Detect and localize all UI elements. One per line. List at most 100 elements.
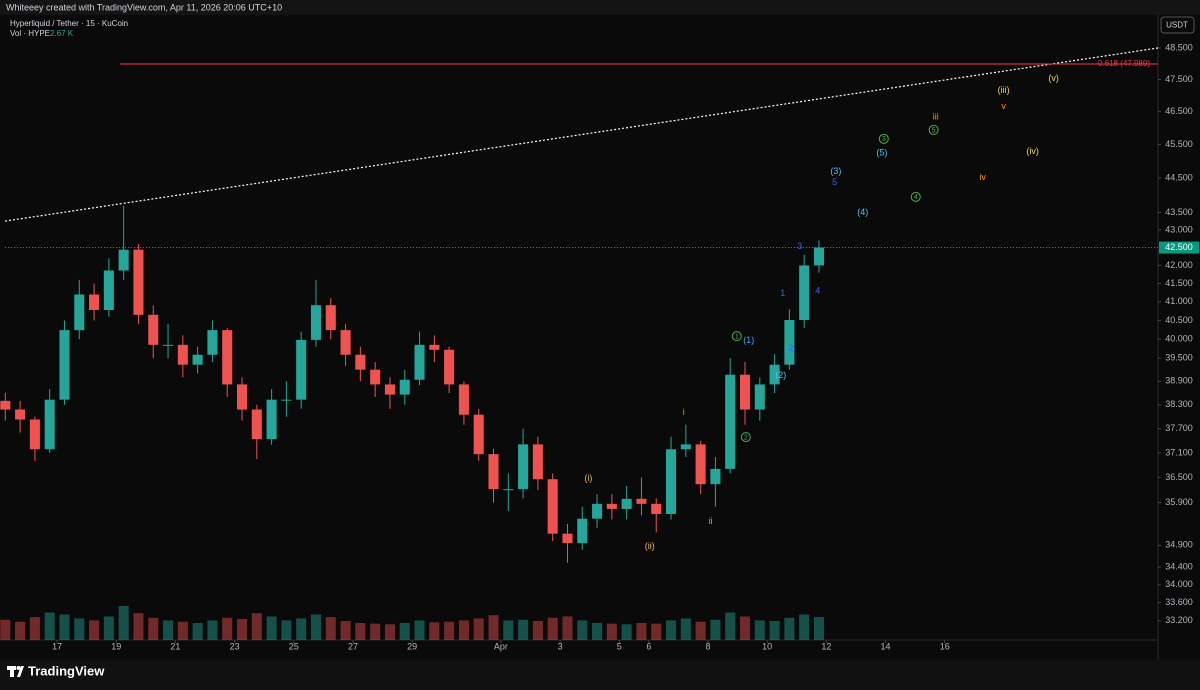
volume-bar bbox=[458, 620, 469, 640]
volume-bar bbox=[651, 623, 662, 640]
candle-body bbox=[503, 489, 514, 491]
candle-body bbox=[296, 339, 307, 400]
fib-label: 0.618 (47.989) bbox=[1098, 59, 1150, 68]
wave-label: (iii) bbox=[998, 85, 1010, 95]
wave-label: 5 bbox=[932, 127, 936, 134]
logo-part bbox=[17, 666, 24, 677]
y-tick-label: 35.900 bbox=[1165, 497, 1193, 507]
volume-bar bbox=[784, 617, 795, 640]
volume-bar bbox=[562, 616, 573, 640]
y-tick-label: 37.100 bbox=[1165, 447, 1193, 457]
candle-body bbox=[177, 344, 188, 365]
candle-body bbox=[266, 399, 277, 440]
candle-body bbox=[429, 344, 440, 350]
wave-label: 1 bbox=[735, 333, 739, 340]
y-tick-label: 42.000 bbox=[1165, 260, 1193, 270]
y-tick-label: 37.700 bbox=[1165, 423, 1193, 433]
x-tick-label: 6 bbox=[646, 641, 651, 651]
candle-body bbox=[74, 294, 85, 331]
candle-body bbox=[192, 354, 203, 365]
volume-bar bbox=[725, 612, 736, 640]
y-tick-label: 34.400 bbox=[1165, 561, 1193, 571]
candle-body bbox=[236, 384, 248, 410]
brand: TradingView bbox=[28, 663, 105, 678]
y-tick-label: 40.000 bbox=[1165, 334, 1193, 344]
volume-bar bbox=[355, 623, 366, 640]
volume-bar bbox=[310, 614, 322, 640]
annotation-circle bbox=[928, 124, 939, 135]
candle-body bbox=[769, 364, 780, 385]
wave-label: i bbox=[683, 407, 685, 417]
y-tick-label: 44.500 bbox=[1165, 172, 1193, 182]
candle-body bbox=[340, 330, 351, 355]
volume-bar bbox=[577, 620, 588, 640]
volume-bar bbox=[710, 619, 721, 640]
y-tick-label: 41.000 bbox=[1165, 296, 1193, 306]
volume-bar bbox=[192, 623, 203, 640]
x-tick-label: 25 bbox=[289, 641, 299, 651]
candle-body bbox=[44, 399, 55, 450]
annotation-circle bbox=[910, 191, 921, 202]
candle-body bbox=[651, 503, 662, 515]
volume-bar bbox=[384, 624, 395, 640]
volume-value: 2.67 K bbox=[50, 29, 74, 38]
volume-bar bbox=[444, 621, 455, 640]
symbol: Hyperliquid / Tether · 15 · KuCoin bbox=[10, 19, 128, 28]
candle-body bbox=[89, 294, 100, 310]
volume-bar bbox=[340, 621, 351, 640]
wave-label: v bbox=[1001, 101, 1006, 111]
volume-bar bbox=[799, 614, 810, 640]
candle-body bbox=[532, 444, 543, 480]
annotation-circle bbox=[731, 331, 742, 342]
volume-bar bbox=[532, 621, 543, 640]
candle-body bbox=[725, 374, 736, 469]
volume-bar bbox=[207, 620, 218, 640]
wave-label: iii bbox=[933, 112, 939, 122]
volume-bar bbox=[414, 620, 425, 640]
y-tick-label: 36.500 bbox=[1165, 472, 1193, 482]
volume-bar bbox=[296, 618, 307, 640]
volume-bar bbox=[429, 622, 440, 640]
wave-label: (ii) bbox=[645, 541, 655, 551]
top-bar bbox=[0, 0, 1200, 15]
wave-label: 3 bbox=[882, 136, 886, 143]
candle-body bbox=[695, 444, 706, 485]
annotation-circle bbox=[878, 133, 889, 144]
volume-bar bbox=[29, 617, 40, 640]
candle-body bbox=[0, 400, 11, 410]
volume-bar bbox=[222, 617, 233, 640]
candle-body bbox=[799, 265, 810, 321]
volume-bar bbox=[547, 617, 558, 640]
candle-body bbox=[739, 374, 751, 410]
volume-bar bbox=[89, 620, 100, 640]
y-tick-label: 43.500 bbox=[1165, 207, 1193, 217]
candle-body bbox=[784, 320, 795, 365]
volume-bar bbox=[680, 618, 691, 640]
volume-bar bbox=[739, 616, 751, 640]
volume-bar bbox=[621, 624, 632, 640]
wave-label: 5 bbox=[832, 177, 837, 187]
volume-bar bbox=[636, 623, 647, 640]
volume-bar bbox=[281, 620, 292, 640]
candle-body bbox=[458, 384, 469, 415]
y-tick-label: 33.600 bbox=[1165, 597, 1193, 607]
candle-body bbox=[355, 354, 366, 370]
volume-bar bbox=[503, 620, 514, 640]
candle-body bbox=[666, 449, 677, 515]
candle-body bbox=[148, 314, 159, 345]
wave-label: 2 bbox=[788, 343, 793, 353]
currency-button[interactable] bbox=[1160, 16, 1195, 34]
volume-bar bbox=[148, 617, 159, 640]
logo-part bbox=[10, 666, 14, 677]
candle-body bbox=[310, 305, 322, 340]
candle-body bbox=[813, 247, 825, 266]
candle-body bbox=[103, 270, 114, 310]
volume-bar bbox=[0, 619, 11, 640]
logo-part bbox=[16, 666, 21, 670]
x-tick-label: 23 bbox=[230, 641, 240, 651]
footer-bar bbox=[0, 660, 1200, 690]
currency[interactable]: USDT bbox=[1166, 21, 1188, 30]
x-tick-label: 8 bbox=[706, 641, 711, 651]
volume-bar bbox=[370, 623, 381, 640]
